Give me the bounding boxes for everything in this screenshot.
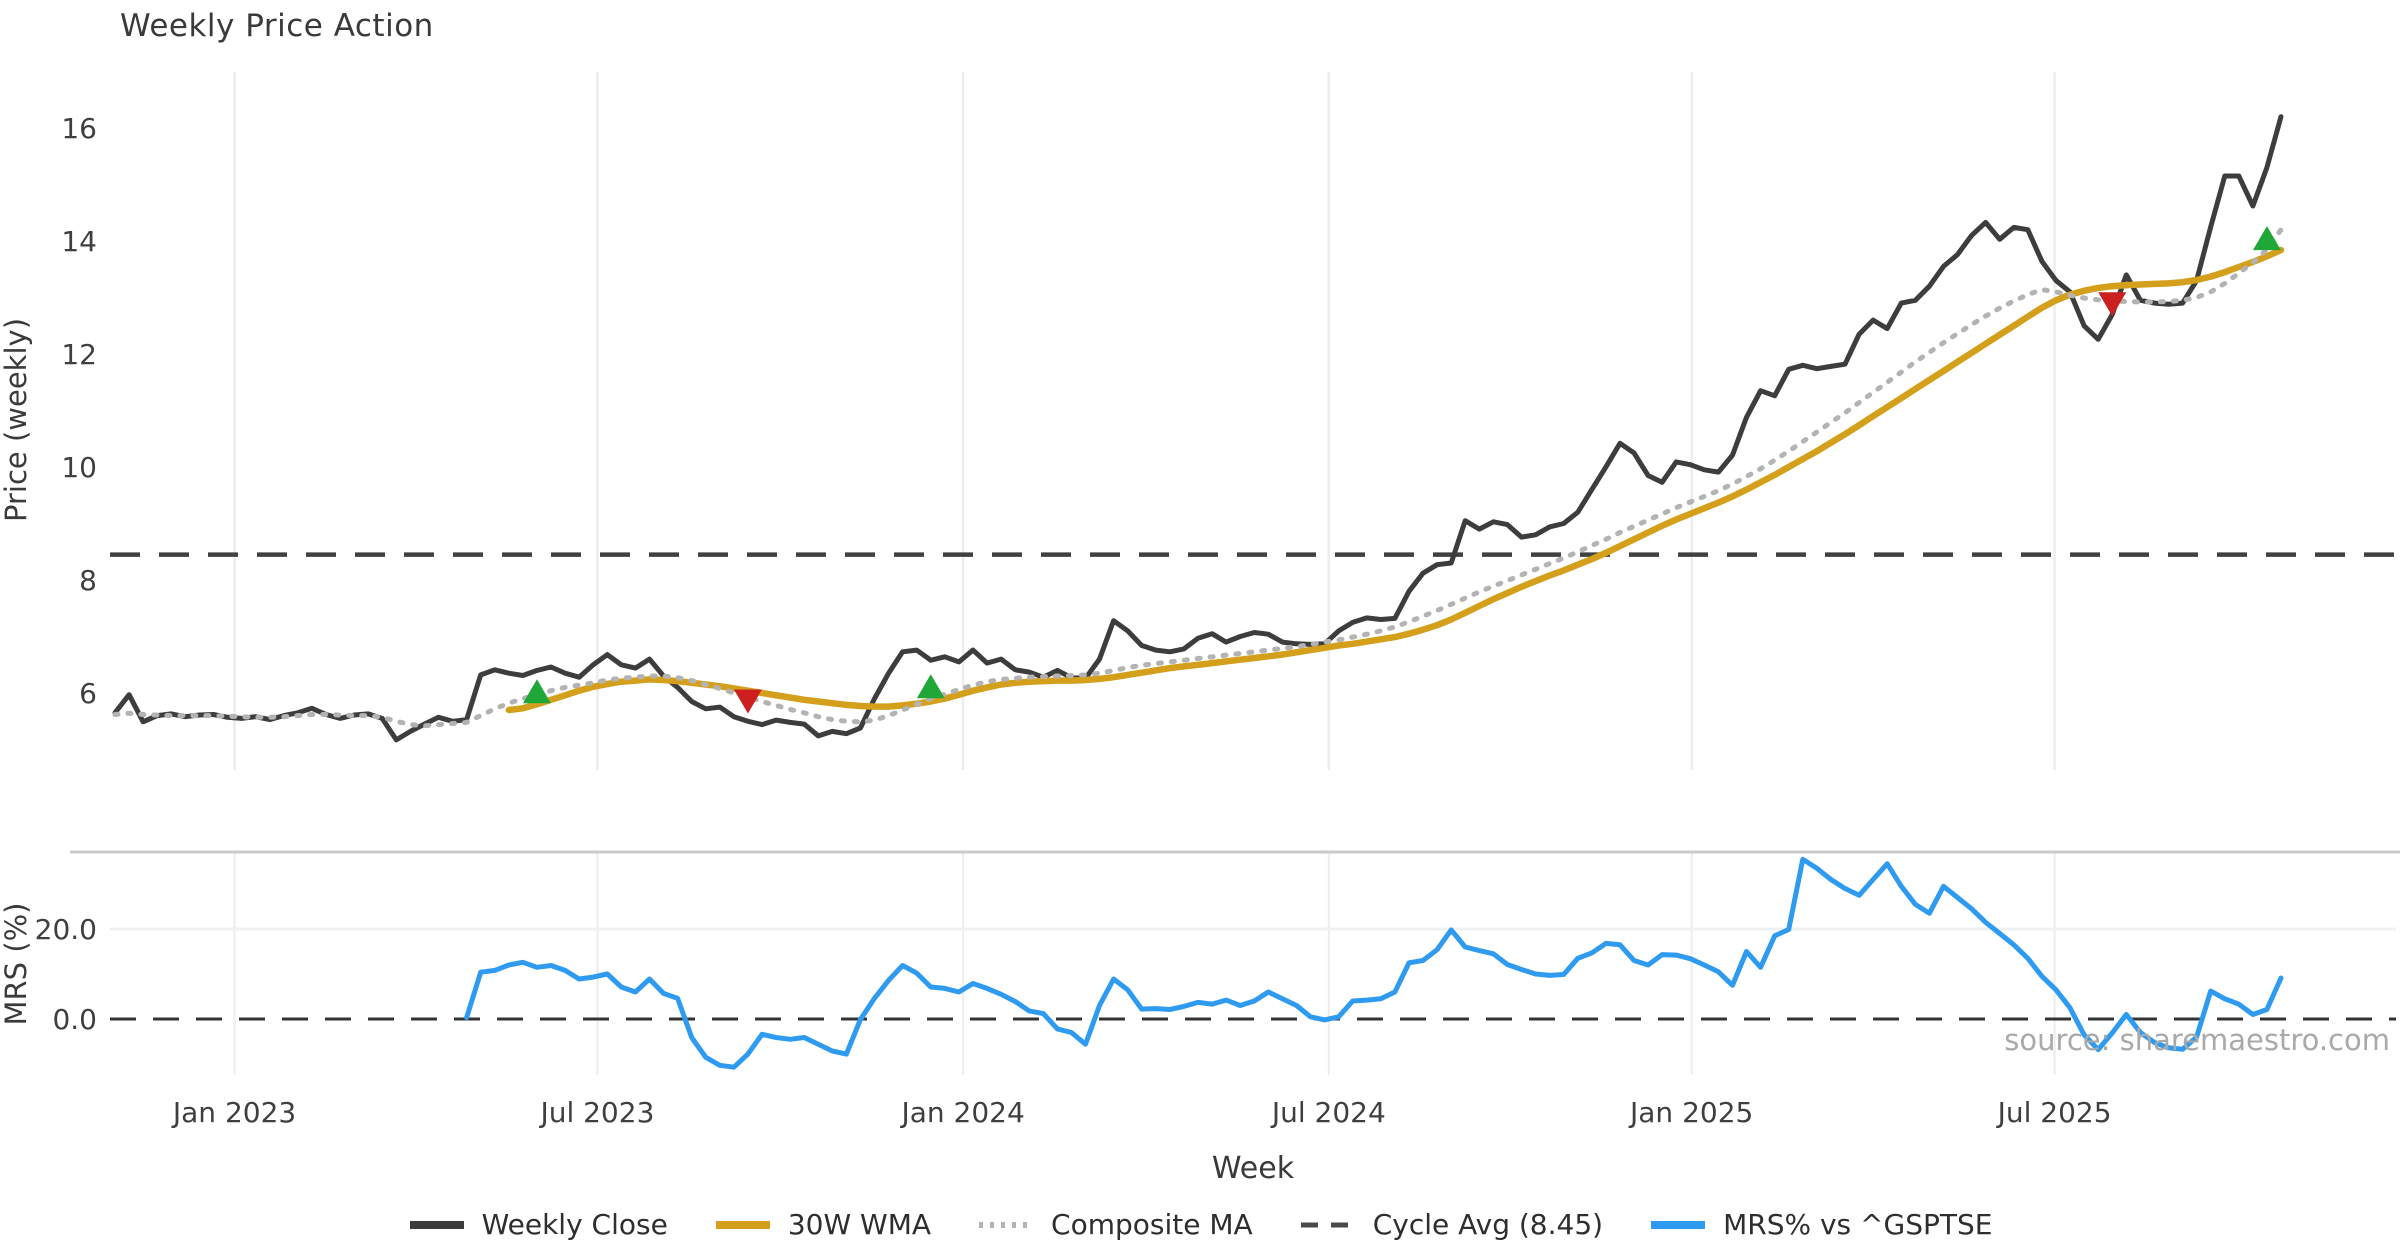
x-axis-title: Week	[1212, 1151, 1295, 1186]
legend-item: 30W WMA	[714, 1208, 931, 1241]
legend-label: Weekly Close	[481, 1208, 668, 1241]
wma30-line	[505, 246, 2285, 714]
mrs-tick-label: 0.0	[52, 1003, 97, 1036]
buy-signal-marker	[522, 679, 551, 704]
legend-label: Composite MA	[1051, 1208, 1253, 1241]
composite-ma-line	[112, 227, 2284, 729]
sell-signal-marker	[733, 689, 762, 714]
series-layer	[112, 114, 2285, 1070]
legend-item: Composite MA	[977, 1208, 1253, 1241]
legend-swatch-dotted-icon	[979, 1221, 1034, 1228]
price-tick-label: 16	[61, 112, 97, 145]
x-tick-label: Jul 2025	[1996, 1096, 2112, 1129]
gridlines-layer	[110, 72, 2396, 1075]
legend-swatch-solid-icon	[715, 1220, 770, 1229]
legend-swatch-solid-icon	[409, 1220, 464, 1229]
x-tick-label: Jul 2024	[1270, 1096, 1386, 1129]
x-tick-label: Jan 2024	[899, 1096, 1024, 1129]
price-tick-label: 6	[79, 677, 97, 710]
x-tick-label: Jan 2025	[1628, 1096, 1753, 1129]
x-tick-label: Jan 2023	[171, 1096, 296, 1129]
legend-swatch-dashed-icon	[1300, 1222, 1355, 1227]
chart-title: Weekly Price Action	[120, 8, 434, 44]
mrs-tick-label: 20.0	[35, 913, 97, 946]
buy-signal-marker	[2252, 226, 2281, 251]
weekly-close-line	[112, 114, 2284, 743]
legend-label: Cycle Avg (8.45)	[1372, 1208, 1604, 1241]
sell-signal-marker	[2098, 292, 2127, 317]
price-axis-title: Price (weekly)	[0, 318, 33, 522]
mrs-line	[464, 856, 2284, 1070]
legend-item: Weekly Close	[408, 1208, 668, 1241]
x-tick-label: Jul 2023	[538, 1096, 654, 1129]
price-tick-label: 8	[79, 564, 97, 597]
legend-item: Cycle Avg (8.45)	[1299, 1208, 1603, 1241]
price-tick-label: 12	[61, 338, 97, 371]
legend-item: MRS% vs ^GSPTSE	[1649, 1208, 1992, 1241]
legend: Weekly Close 30W WMA Composite MA Cycle Avg…	[0, 1208, 2400, 1241]
buy-signal-marker	[916, 674, 945, 699]
signal-markers-layer	[522, 226, 2281, 714]
legend-label: 30W WMA	[787, 1208, 932, 1241]
mrs-axis-title: MRS (%)	[0, 903, 33, 1026]
source-watermark: source: sharemaestro.com	[2004, 1023, 2390, 1057]
price-tick-label: 14	[61, 225, 97, 258]
price-tick-label: 10	[61, 451, 97, 484]
legend-swatch-solid-icon	[1651, 1220, 1706, 1229]
legend-label: MRS% vs ^GSPTSE	[1723, 1208, 1993, 1241]
tick-labels-layer: Jan 2023 Jul 2023 Jan 2024 Jul 2024 Jan 2025…	[35, 112, 2112, 1129]
